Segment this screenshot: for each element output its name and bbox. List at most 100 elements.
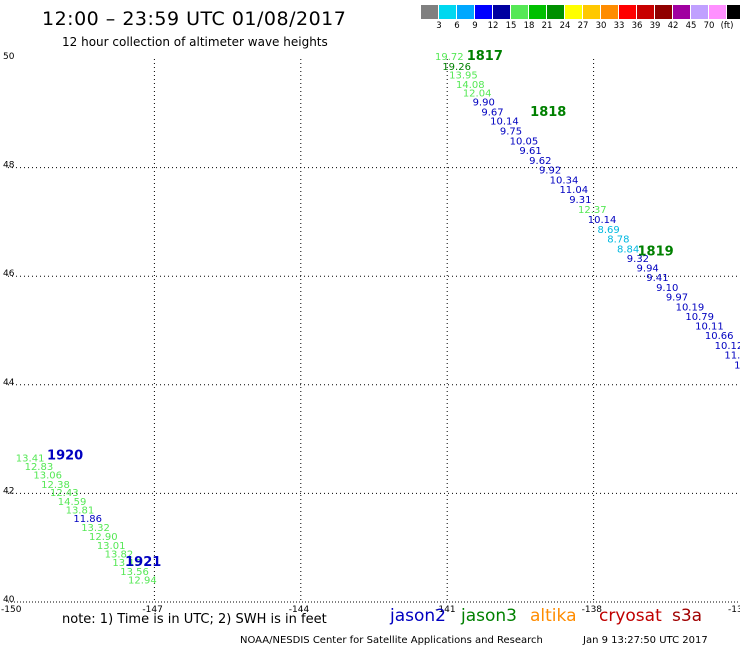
track-label: 1818 [530, 105, 566, 120]
scale-swatch [709, 5, 727, 19]
wave-height-value: 14.08 [456, 80, 485, 91]
wave-height-value: 19.72 [435, 52, 464, 63]
wave-height-value: 11.61 [734, 361, 740, 372]
wave-height-value: 14.59 [58, 497, 87, 508]
scale-swatch [583, 5, 601, 19]
scale-label: 21 [541, 21, 553, 31]
legend-cryosat: cryosat [599, 606, 662, 626]
y-tick-label: 50 [3, 52, 15, 62]
scale-label: 45 [685, 21, 697, 31]
scale-label: (ft) [720, 21, 734, 31]
scale-swatch [439, 5, 457, 19]
scale-swatch [547, 5, 565, 19]
y-tick-label: 44 [3, 378, 15, 388]
scale-swatch [655, 5, 673, 19]
wave-height-value: 12.04 [463, 88, 492, 99]
wave-height-value: 13.01 [97, 541, 126, 552]
x-tick-label: -147 [142, 605, 162, 615]
scale-swatch [475, 5, 493, 19]
wave-height-value: 12.37 [578, 205, 607, 216]
scale-label: 39 [649, 21, 661, 31]
y-tick-label: 42 [3, 486, 14, 496]
credit-timestamp: Jan 9 13:27:50 UTC 2017 [583, 635, 708, 646]
wave-height-value: 9.75 [500, 126, 522, 137]
track-label: 1817 [467, 49, 503, 64]
wave-height-value: 12.94 [128, 576, 157, 587]
wave-height-value: 13.56 [120, 567, 149, 578]
scale-label: 70 [703, 21, 715, 31]
scale-label: 42 [667, 21, 679, 31]
wave-height-value: 10.14 [490, 117, 519, 128]
x-tick-label: -144 [289, 605, 310, 615]
footer-note: note: 1) Time is in UTC; 2) SWH is in fe… [62, 612, 327, 627]
legend-s3a: s3a [672, 606, 703, 626]
wave-height-value: 10.12 [715, 341, 740, 352]
wave-height-value: 9.31 [569, 195, 591, 206]
scale-swatch [511, 5, 529, 19]
wave-height-value: 13.06 [33, 471, 62, 482]
scale-label: 30 [595, 21, 607, 31]
wave-height-value: 11.86 [73, 514, 102, 525]
wave-height-value: 8.69 [598, 225, 620, 236]
legend-altika: altika [530, 606, 577, 626]
scale-swatch [421, 5, 439, 19]
scale-swatch [601, 5, 619, 19]
x-tick-label: -138 [582, 605, 603, 615]
wave-height-value: 10.34 [550, 175, 579, 186]
wave-height-value: 10.19 [676, 302, 705, 313]
wave-height-value: 13.81 [66, 505, 95, 516]
wave-height-value: 9.62 [529, 156, 551, 167]
wave-height-value: 13.15 [112, 558, 141, 569]
wave-height-value: 10.79 [685, 312, 714, 323]
scale-swatch [727, 5, 740, 19]
y-tick-label: 48 [3, 161, 15, 171]
scale-label: 27 [577, 21, 589, 31]
wave-height-value: 9.61 [519, 146, 541, 157]
wave-height-value: 12.83 [25, 462, 54, 473]
wave-height-value: 13.82 [105, 549, 134, 560]
map-title: 12:00 – 23:59 UTC 01/08/2017 [42, 8, 347, 30]
wave-height-value: 9.67 [481, 107, 503, 118]
wave-height-value: 10.05 [510, 136, 539, 147]
scale-label: 18 [523, 21, 535, 31]
x-tick-label: -13 [728, 605, 740, 615]
track-label: 1921 [125, 555, 161, 570]
wave-height-value: 11.29 [724, 351, 740, 362]
wave-height-value: 13.32 [81, 523, 110, 534]
x-tick-label: -150 [1, 605, 22, 615]
scale-swatch [493, 5, 511, 19]
wave-height-value: 11.04 [559, 185, 588, 196]
scale-label: 24 [559, 21, 571, 31]
wave-height-value: 9.32 [627, 254, 649, 265]
scale-label: 33 [613, 21, 625, 31]
scale-label: 15 [505, 21, 517, 31]
wave-height-value: 9.41 [646, 273, 668, 284]
wave-height-value: 10.66 [705, 331, 734, 342]
wave-height-value: 13.95 [449, 71, 478, 82]
scale-label: 6 [454, 21, 460, 31]
legend-jason3: jason3 [461, 606, 517, 626]
scale-swatch [529, 5, 547, 19]
scale-label: 12 [487, 21, 499, 31]
wave-height-value: 12.90 [89, 532, 118, 543]
scale-label: 3 [436, 21, 442, 31]
scale-swatch [673, 5, 691, 19]
y-tick-label: 46 [3, 269, 15, 279]
scale-swatch [565, 5, 583, 19]
map-subtitle: 12 hour collection of altimeter wave hei… [62, 35, 328, 49]
wave-height-value: 8.84 [617, 244, 639, 255]
wave-height-value: 10.11 [695, 321, 724, 332]
wave-height-value: 9.97 [666, 293, 688, 304]
color-scale [421, 5, 740, 19]
wave-height-value: 9.94 [637, 263, 659, 274]
x-tick-label: -141 [435, 605, 455, 615]
credit-text: NOAA/NESDIS Center for Satellite Applica… [240, 635, 543, 646]
scale-label: 36 [631, 21, 643, 31]
track-label: 1920 [47, 449, 83, 464]
legend-jason2: jason2 [390, 606, 446, 626]
wave-height-value: 19.26 [442, 62, 471, 73]
scale-label: 9 [472, 21, 478, 31]
scale-swatch [457, 5, 475, 19]
scale-swatch [691, 5, 709, 19]
